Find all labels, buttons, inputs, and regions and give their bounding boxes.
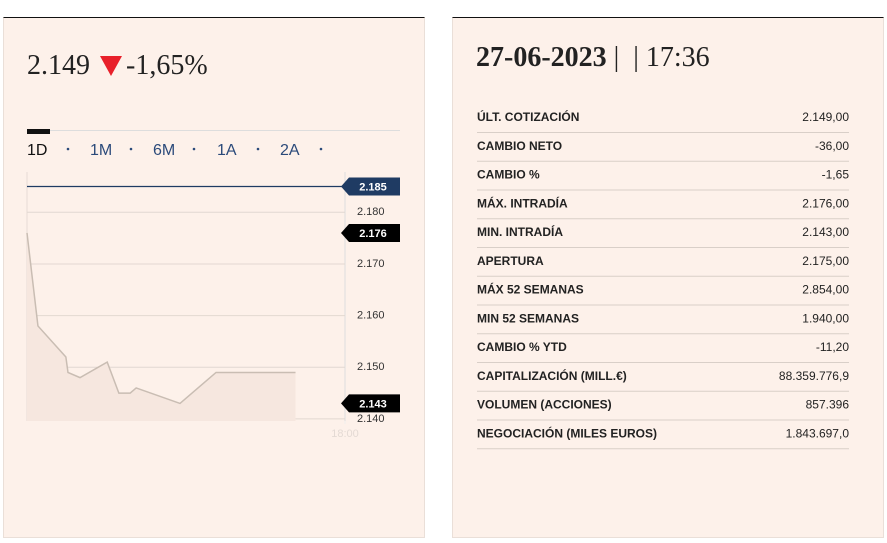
tab[interactable]: 1D bbox=[27, 142, 47, 159]
active-tab-marker bbox=[27, 129, 50, 134]
row-value: -36,00 bbox=[815, 139, 849, 153]
row-label: VOLUMEN (ACCIONES) bbox=[477, 398, 612, 412]
tab-dot bbox=[256, 147, 260, 151]
badge bbox=[341, 177, 400, 196]
data-panel bbox=[452, 17, 884, 538]
row-label: MÁX 52 SEMANAS bbox=[477, 282, 584, 297]
badge-label: 2.185 bbox=[359, 181, 387, 193]
area bbox=[27, 232, 296, 421]
y-tick-label: 2.160 bbox=[357, 310, 385, 322]
row-value: 88.359.776,9 bbox=[779, 369, 849, 383]
time: 17:36 bbox=[645, 42, 710, 73]
row-label: MÁX. INTRADÍA bbox=[477, 195, 568, 210]
row-value: -1,65 bbox=[822, 168, 850, 182]
separator: | bbox=[613, 42, 620, 73]
row-label: MIN 52 SEMANAS bbox=[477, 311, 579, 325]
row-label: CAMBIO % YTD bbox=[477, 340, 567, 354]
line bbox=[26, 232, 296, 405]
down-arrow bbox=[100, 56, 122, 76]
tab[interactable]: 1M bbox=[90, 142, 112, 159]
row-value: 2.149,00 bbox=[802, 110, 849, 124]
separator: | bbox=[633, 42, 639, 73]
row-value: 1.940,00 bbox=[802, 311, 849, 325]
row-label: CAPITALIZACIÓN (MILL.€) bbox=[477, 368, 627, 383]
tab[interactable]: 6M bbox=[153, 142, 175, 159]
badge bbox=[341, 223, 400, 242]
row-label: APERTURA bbox=[477, 254, 544, 268]
y-tick-label: 2.180 bbox=[357, 206, 385, 218]
row-label: NEGOCIACIÓN (MILES EUROS) bbox=[477, 425, 657, 440]
row-label: ÚLT. COTIZACIÓN bbox=[477, 109, 579, 124]
tab[interactable]: 2A bbox=[280, 142, 300, 159]
row-value: 1.843.697,0 bbox=[786, 426, 850, 440]
tab[interactable]: 1A bbox=[217, 142, 237, 159]
row-value: 2.143,00 bbox=[802, 225, 849, 239]
y-tick-label: 2.140 bbox=[357, 413, 385, 425]
row-label: CAMBIO NETO bbox=[477, 139, 562, 153]
badge bbox=[341, 394, 400, 413]
row-value: 2.175,00 bbox=[802, 254, 849, 268]
tab-dot bbox=[192, 147, 196, 151]
x-tick-label: 18:00 bbox=[331, 428, 359, 440]
y-tick-label: 2.150 bbox=[357, 361, 385, 373]
date: 27-06-2023 bbox=[476, 42, 607, 73]
change: -1,65% bbox=[126, 50, 208, 81]
row-value: 857.396 bbox=[806, 398, 850, 412]
tab-dot bbox=[129, 147, 133, 151]
row-label: MIN. INTRADÍA bbox=[477, 224, 563, 239]
badge-label: 2.176 bbox=[359, 228, 387, 240]
header: 27-06-2023 | | 17:36 bbox=[476, 42, 710, 74]
row-value: 2.854,00 bbox=[802, 283, 849, 297]
y-tick-label: 2.170 bbox=[357, 258, 385, 270]
price: 2.149 bbox=[27, 50, 90, 81]
badge-label: 2.143 bbox=[359, 398, 387, 410]
row-value: -11,20 bbox=[816, 340, 849, 354]
tab-dot bbox=[319, 147, 323, 151]
tab-dot bbox=[66, 147, 70, 151]
chart-panel bbox=[3, 17, 425, 538]
row-value: 2.176,00 bbox=[802, 196, 849, 210]
row-label: CAMBIO % bbox=[477, 168, 540, 182]
